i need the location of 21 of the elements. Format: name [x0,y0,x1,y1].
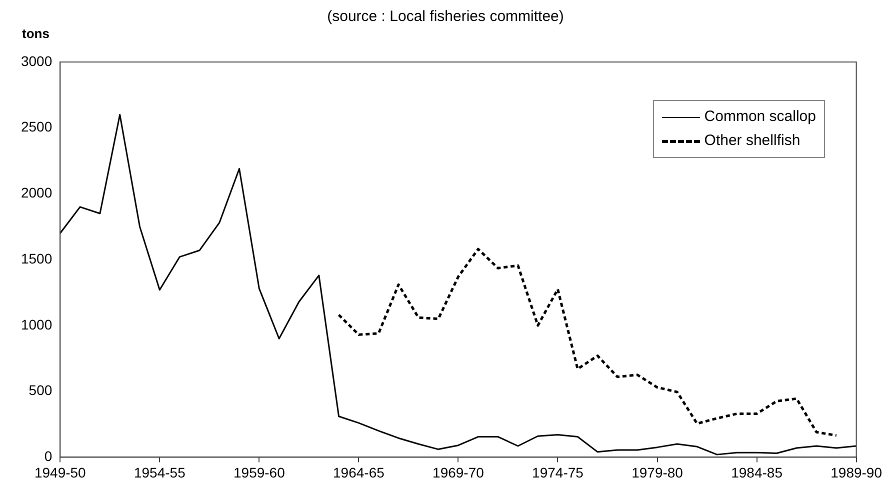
y-tick-label: 2500 [20,118,52,135]
y-tick-label: 3000 [20,52,52,69]
line-series [338,248,838,437]
y-axis-title: tons [22,26,50,41]
legend-label: Other shellfish [704,131,800,151]
x-tick-label: 1949-50 [34,464,86,480]
y-tick-label: 2000 [20,184,52,201]
y-tick-label: 1000 [20,316,52,332]
y-tick-label: 0 [44,448,52,464]
x-tick-label: 1969-70 [432,464,484,480]
x-tick-label: 1954-55 [134,464,186,480]
y-tick-label: 1500 [20,250,52,266]
x-tick-label: 1964-65 [333,464,385,480]
legend-label: Common scallop [704,107,816,127]
x-tick-label: 1974-75 [532,464,584,480]
chart-subtitle: (source : Local fisheries committee) [327,8,564,26]
x-tick-label: 1979-80 [632,464,684,480]
y-tick-label: 500 [28,382,52,398]
x-tick-label: 1959-60 [233,464,286,480]
x-tick-label: 1984-85 [731,464,783,480]
x-tick-label: 1989-90 [830,464,882,480]
